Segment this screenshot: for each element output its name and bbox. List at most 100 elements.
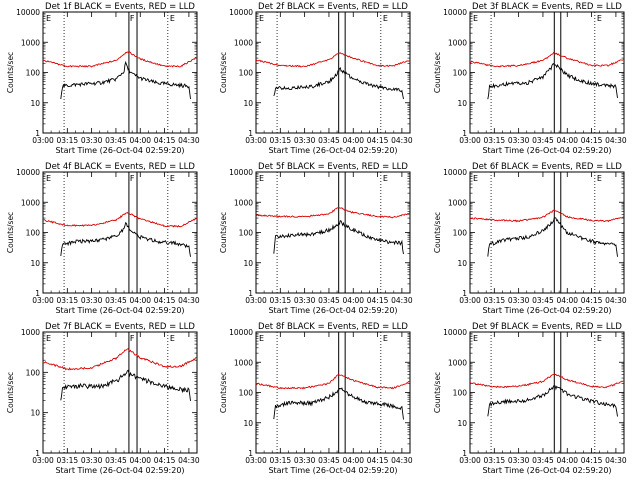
x-tick-label: 04:30: [605, 296, 627, 305]
events-series-line: [487, 385, 618, 417]
y-axis-label: Counts/sec: [433, 52, 442, 93]
x-tick-label: 03:30: [81, 296, 103, 305]
marker-letter: E: [170, 174, 175, 183]
lld-series-line: [255, 373, 411, 390]
y-tick-label: 10: [30, 259, 40, 268]
x-tick-label: 03:30: [508, 456, 530, 465]
x-tick-label: 04:15: [154, 456, 176, 465]
marker-letter: F: [130, 174, 135, 183]
x-tick-label: 04:15: [367, 296, 389, 305]
x-tick-label: 03:00: [459, 136, 481, 145]
x-axis-label: Start Time (26-Oct-04 02:59:20): [55, 466, 184, 475]
x-tick-label: 03:00: [32, 296, 54, 305]
lld-series-line: [255, 52, 411, 68]
x-tick-label: 04:00: [556, 456, 578, 465]
events-series-line: [487, 62, 618, 100]
x-tick-label: 03:30: [508, 296, 530, 305]
x-tick-label: 04:30: [605, 456, 627, 465]
detector-panel-1: Det 1f BLACK = Events, RED = LLD 1 10 100 10…: [6, 2, 200, 155]
y-tick-label: 10: [457, 99, 467, 108]
x-tick-label: 03:45: [532, 456, 554, 465]
x-axis-label: Start Time (26-Oct-04 02:59:20): [268, 306, 397, 315]
y-tick-label: 1000: [21, 198, 40, 207]
y-tick-label: 1: [462, 129, 467, 138]
x-tick-label: 03:00: [32, 136, 54, 145]
events-series-line: [60, 369, 191, 401]
x-tick-label: 03:15: [484, 456, 506, 465]
y-tick-label: 10: [30, 99, 40, 108]
y-tick-label: 1: [248, 449, 253, 458]
x-tick-label: 03:45: [105, 456, 127, 465]
events-series-line: [273, 67, 404, 100]
lld-series-line: [42, 51, 198, 68]
marker-letter: E: [46, 334, 51, 343]
x-tick-label: 04:30: [178, 456, 200, 465]
x-tick-label: 04:00: [556, 136, 578, 145]
y-tick-label: 1000: [234, 198, 253, 207]
y-tick-label: 10: [457, 419, 467, 428]
x-tick-label: 04:00: [129, 296, 151, 305]
x-tick-label: 03:45: [532, 136, 554, 145]
y-tick-label: 10: [457, 259, 467, 268]
x-tick-label: 03:00: [32, 456, 54, 465]
y-tick-label: 10000: [16, 168, 40, 177]
y-tick-label: 10000: [229, 168, 253, 177]
x-tick-label: 04:15: [581, 296, 603, 305]
x-tick-label: 03:15: [484, 296, 506, 305]
y-tick-label: 1000: [21, 328, 40, 337]
marker-letter: E: [473, 334, 478, 343]
y-tick-label: 1: [35, 129, 40, 138]
y-tick-label: 10: [243, 419, 253, 428]
plot-frame: [42, 11, 198, 134]
x-tick-label: 03:45: [105, 296, 127, 305]
plot-frame: [42, 331, 198, 454]
plot-frame: [469, 331, 625, 454]
y-tick-label: 1: [35, 289, 40, 298]
marker-letter: E: [259, 14, 264, 23]
panel-title: Det 6f BLACK = Events, RED = LLD: [472, 162, 622, 172]
x-tick-label: 04:30: [391, 456, 413, 465]
marker-letter: F: [130, 14, 135, 23]
detector-panel-7: Det 7f BLACK = Events, RED = LLD 1 10 100 10…: [6, 322, 200, 475]
y-tick-label: 1000: [448, 358, 467, 367]
y-tick-label: 10000: [443, 8, 467, 17]
y-tick-label: 10000: [229, 328, 253, 337]
x-tick-label: 03:00: [459, 456, 481, 465]
plot-frame: [469, 11, 625, 134]
y-tick-label: 1: [462, 289, 467, 298]
x-tick-label: 03:30: [81, 456, 103, 465]
x-tick-label: 03:45: [318, 296, 340, 305]
y-tick-label: 1: [35, 449, 40, 458]
x-tick-label: 04:00: [342, 456, 364, 465]
plot-frame: [255, 171, 411, 294]
marker-letter: E: [259, 174, 264, 183]
y-tick-label: 1: [248, 289, 253, 298]
x-tick-label: 04:30: [178, 296, 200, 305]
detector-panel-4: Det 4f BLACK = Events, RED = LLD 1 10 100 10…: [6, 162, 200, 315]
x-tick-label: 03:45: [318, 456, 340, 465]
y-tick-label: 1000: [448, 198, 467, 207]
marker-letter: E: [597, 174, 602, 183]
y-axis-label: Counts/sec: [6, 372, 15, 413]
marker-letter: E: [383, 14, 388, 23]
panel-title: Det 3f BLACK = Events, RED = LLD: [472, 2, 622, 12]
x-tick-label: 03:15: [270, 456, 292, 465]
events-series-line: [60, 60, 191, 100]
y-tick-label: 100: [239, 69, 254, 78]
events-series-line: [273, 387, 404, 420]
x-tick-label: 03:30: [294, 136, 316, 145]
y-tick-label: 100: [453, 69, 468, 78]
marker-letter: E: [259, 334, 264, 343]
plot-frame: [255, 11, 411, 134]
lld-series-line: [469, 51, 624, 68]
x-axis-label: Start Time (26-Oct-04 02:59:20): [55, 306, 184, 315]
y-tick-label: 100: [453, 229, 468, 238]
x-axis-label: Start Time (26-Oct-04 02:59:20): [55, 146, 184, 155]
x-tick-label: 04:00: [342, 296, 364, 305]
marker-letter: E: [383, 334, 388, 343]
lld-series-line: [255, 206, 411, 219]
x-tick-label: 04:00: [129, 456, 151, 465]
x-tick-label: 03:30: [508, 136, 530, 145]
y-axis-label: Counts/sec: [6, 52, 15, 93]
